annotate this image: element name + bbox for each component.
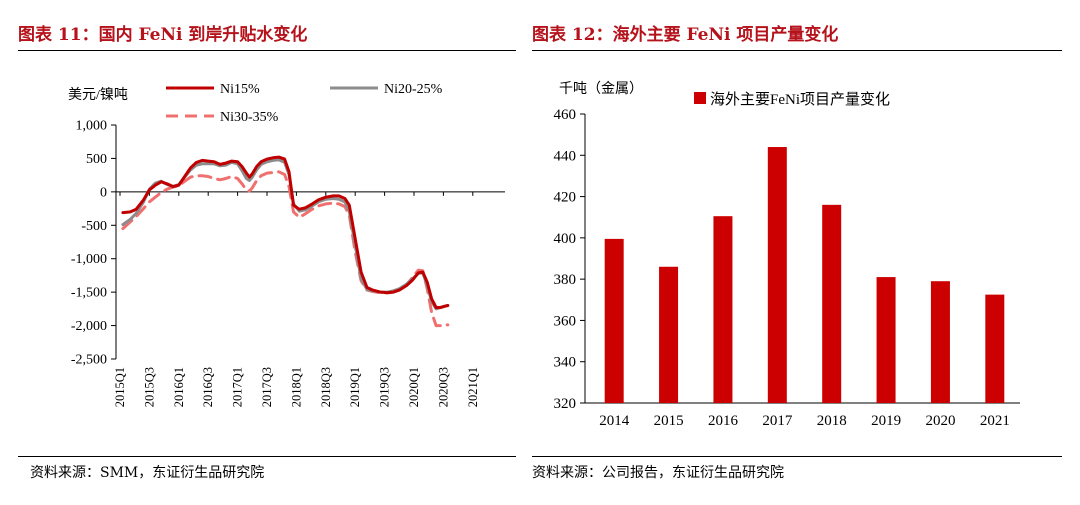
y-tick-label: -1,000 — [71, 252, 107, 267]
legend-label: Ni15% — [220, 82, 260, 97]
x-tick-label: 2018 — [817, 413, 847, 429]
bar-2017 — [767, 147, 787, 403]
right-source-note: 资料来源：公司报告，东证衍生品研究院 — [532, 465, 784, 481]
y-tick-label: 360 — [554, 313, 577, 329]
x-tick-label: 2019Q3 — [378, 367, 392, 407]
x-tick-label: 2015Q1 — [113, 367, 127, 407]
y-tick-label: -2,500 — [71, 353, 107, 368]
legend-swatch — [694, 92, 706, 104]
line-chart: 美元/镍吨 Ni15% Ni20-25% Ni30-35% 1,000 500 0 -50… — [68, 82, 505, 407]
y-tick-label: -500 — [81, 219, 107, 234]
x-tick-label: 2017 — [762, 413, 793, 429]
bars — [604, 147, 1005, 403]
y-tick-label: 340 — [554, 355, 577, 371]
right-source-rule — [532, 456, 1062, 457]
x-tick-label: 2015Q3 — [142, 367, 156, 407]
y-tick-label: -2,000 — [71, 319, 107, 334]
y-tick-label: 500 — [86, 152, 107, 167]
y-tick-label: 1,000 — [76, 119, 108, 134]
x-tick-label: 2015 — [654, 413, 684, 429]
y-tick-label: 420 — [554, 190, 577, 206]
x-tick-label: 2020 — [925, 413, 955, 429]
x-tick-label: 2020Q3 — [436, 367, 450, 407]
x-tick-label: 2016Q3 — [201, 367, 215, 407]
bar-chart: 千吨（金属） 海外主要FeNi项目产量变化 460 440 420 400 380 360… — [554, 81, 1020, 429]
y-axis-label: 美元/镍吨 — [68, 87, 128, 103]
legend: 海外主要FeNi项目产量变化 — [694, 91, 890, 108]
y-tick-label: 380 — [554, 272, 577, 288]
x-tick-label: 2018Q3 — [319, 367, 333, 407]
x-tick-label: 2014 — [599, 413, 630, 429]
x-tick-label: 2016 — [708, 413, 739, 429]
bar-2019 — [876, 277, 896, 403]
y-tick-label: 0 — [100, 185, 107, 200]
x-tick-label: 2021Q1 — [466, 367, 480, 407]
series-line-Ni20-25% — [121, 158, 450, 311]
series-lines — [121, 155, 450, 328]
x-tick-label: 2018Q1 — [289, 367, 303, 407]
left-source-rule — [18, 456, 516, 457]
bar-2018 — [822, 204, 842, 403]
legend-label: 海外主要FeNi项目产量变化 — [710, 91, 890, 108]
axes: 1,000 500 0 -500 -1,000 -1,500 -2,000 -2,500 201… — [71, 119, 505, 407]
bar-2020 — [930, 281, 950, 403]
x-tick-label: 2019Q1 — [348, 367, 362, 407]
right-title-rule — [532, 50, 1062, 51]
bar-2016 — [713, 216, 733, 403]
y-tick-label: -1,500 — [71, 286, 107, 301]
x-tick-label: 2017Q3 — [260, 367, 274, 407]
series-line-Ni15% — [121, 155, 450, 309]
right-chart-title: 图表 12：海外主要 FeNi 项目产量变化 — [532, 25, 839, 45]
legend-label: Ni20-25% — [384, 82, 443, 97]
left-source-note: 资料来源：SMM，东证衍生品研究院 — [30, 465, 265, 481]
x-tick-label: 2021 — [980, 413, 1010, 429]
y-tick-label: 320 — [554, 396, 577, 412]
bar-2014 — [604, 238, 624, 403]
x-tick-label: 2017Q1 — [231, 367, 245, 407]
legend-label: Ni30-35% — [220, 110, 279, 125]
series-line-Ni30-35% — [121, 170, 450, 328]
x-tick-label: 2016Q1 — [172, 367, 186, 407]
y-tick-label: 440 — [554, 148, 577, 164]
y-axis-label: 千吨（金属） — [559, 81, 643, 97]
y-tick-label: 400 — [554, 231, 577, 247]
bar-2015 — [659, 266, 679, 403]
y-tick-label: 460 — [554, 107, 577, 123]
left-chart-title: 图表 11：国内 FeNi 到岸升贴水变化 — [18, 25, 308, 45]
x-tick-label: 2019 — [871, 413, 901, 429]
x-tick-label: 2020Q1 — [407, 367, 421, 407]
legend: Ni15% Ni20-25% Ni30-35% — [166, 82, 443, 125]
left-title-rule — [18, 50, 516, 51]
bar-2021 — [985, 294, 1005, 403]
